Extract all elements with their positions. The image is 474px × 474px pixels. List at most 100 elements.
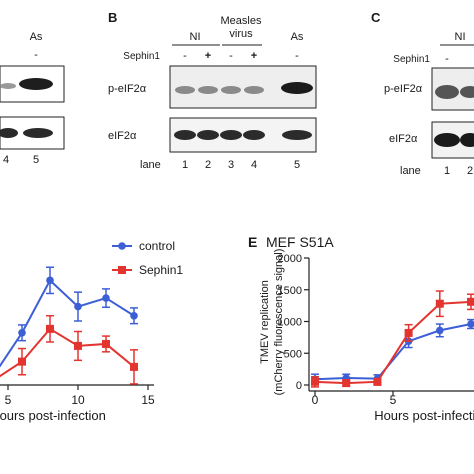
chart-e-point [342,379,351,388]
panel-b-sephin-sign: + [205,50,211,62]
chart-e-y-tick-label: 0 [296,380,302,392]
panel-b-sephin-sign: - [295,50,299,62]
chart-e-y-tick-label: 2000 [278,253,302,265]
panel-b-band [175,86,195,94]
panel-b-lane-number: 3 [228,159,234,171]
panel-a-header-as: As [30,31,43,43]
panel-b-sephin-sign: - [183,50,187,62]
panel-b-band [197,130,219,140]
chart-e-line-control [314,323,472,381]
chart-d-point [74,302,82,311]
chart-d-point [102,339,110,348]
panel-b-band [282,130,312,140]
chart-d: Hours post-infection 5 10 15 control Sephin… [0,239,183,423]
panel-c-lane-number: 2 [467,165,473,177]
panel-b-sephin-label: Sephin1 [123,51,160,62]
panel-c-sephin-label: Sephin1 [393,54,430,65]
panel-b-lane-number: 2 [205,159,211,171]
chart-e-point [311,377,319,386]
chart-d-point [18,329,26,337]
chart-e-y-tick-label: 1000 [278,317,302,329]
chart-e-point [404,328,413,337]
chart-e-x-label: Hours post-infection [374,408,474,423]
panel-b-header-virus: virus [229,28,253,40]
panel-b-lane-number: 1 [182,159,188,171]
panel-c-sephin-sign: - [445,53,449,65]
chart-d-point [18,357,26,366]
panel-b-band [281,82,313,94]
chart-d-x-tick-label: 5 [5,393,12,407]
chart-e-series-sephin1 [311,290,474,388]
panel-c-band [460,86,474,98]
panel-b-band [198,86,218,94]
chart-d-point [46,276,54,285]
panel-b-header-measles: Measles [221,15,262,27]
panel-c: C NI Sephin1 - p-eIF2α eIF2α lane 1 2 [371,10,474,177]
panel-b-header-as: As [291,31,304,43]
chart-e-x-tick-label: 0 [312,393,319,407]
chart-d-x-tick-label: 15 [141,393,155,407]
panel-a-band [19,78,53,90]
chart-e-point [467,320,474,328]
panel-a-header-minus: - [34,49,38,61]
chart-d-point [102,294,110,302]
panel-b-band [220,130,242,140]
panel-a-band [23,128,53,138]
chart-e-point [373,377,382,386]
chart-d-legend: control Sephin1 [112,239,183,277]
chart-d-legend-marker [118,242,126,250]
panel-b-band [243,130,265,140]
chart-e-line-sephin1 [314,300,472,385]
panel-b-letter: B [108,10,117,25]
panel-c-band [434,133,460,147]
panel-c-row-label-eif2a: eIF2α [389,133,418,145]
panel-c-lane-number: 1 [444,165,450,177]
chart-d-legend-label: control [139,239,175,253]
chart-d-line-control [0,278,135,368]
panel-b-band [244,86,264,94]
chart-e-y-tick-label: 500 [284,348,302,360]
panel-c-letter: C [371,10,381,25]
chart-e-point [435,299,444,308]
panel-b-row-label-eif2a: eIF2α [108,130,137,142]
panel-c-band [460,133,474,147]
chart-d-point [130,362,138,371]
panel-b-band [221,86,241,94]
panel-b-sephin-sign: - [229,50,233,62]
panel-c-row-label-p-eif2a: p-eIF2α [384,83,423,95]
chart-e-x-tick-label: 5 [390,393,397,407]
chart-d-point [74,341,82,350]
chart-e-y-label-sub: (mCherry fluorescence signal) [273,249,285,396]
chart-e-y-tick-label: 1500 [278,285,302,297]
chart-d-series-sephin1 [0,315,138,385]
panel-b: B NI Measles virus As Sephin1 - + - + - … [108,10,317,171]
chart-d-x-tick-label: 10 [71,393,85,407]
chart-e: E MEF S51A TMEV replication (mCherry flu… [248,234,474,423]
chart-e-title: MEF S51A [266,234,334,250]
panel-b-lane-label: lane [140,159,161,171]
panel-c-band [435,85,459,99]
panel-a-band [0,128,18,138]
chart-d-legend-marker [118,266,126,274]
chart-d-series-control [0,266,138,368]
panel-a: As - 4 5 [0,31,65,166]
panel-b-header-ni: NI [190,31,201,43]
chart-e-y-label: TMEV replication [259,280,271,364]
panel-b-band [174,130,196,140]
chart-e-series-control [311,318,474,386]
panel-c-lane-label: lane [400,165,421,177]
chart-d-point [46,324,54,333]
panel-b-lane-number: 4 [251,159,257,171]
chart-d-line-sephin1 [0,327,135,378]
chart-d-point [130,311,138,320]
panel-b-sephin-sign: + [251,50,257,62]
panel-e-letter: E [248,234,257,250]
chart-d-legend-label: Sephin1 [139,263,183,277]
chart-e-point [467,297,474,306]
panel-a-band [0,83,16,89]
panel-a-lane-4: 4 [3,154,9,166]
panel-b-row-label-p-eif2a: p-eIF2α [108,83,147,95]
panel-b-lane-number: 5 [294,159,300,171]
panel-a-lane-5: 5 [33,154,39,166]
